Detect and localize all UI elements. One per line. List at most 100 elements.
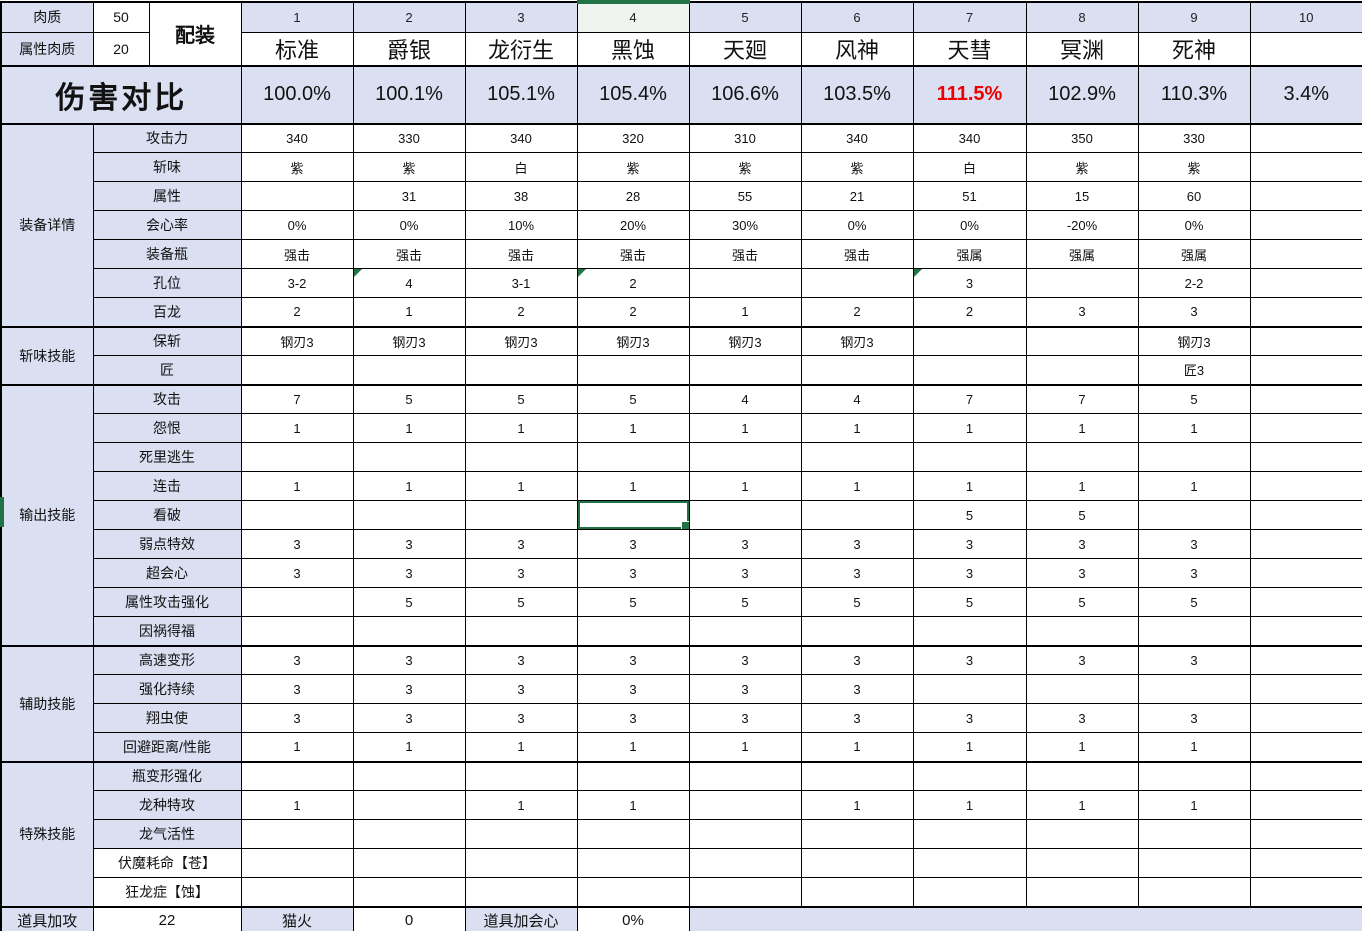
table-cell[interactable] <box>1025 616 1139 646</box>
table-cell[interactable] <box>800 268 914 298</box>
table-cell[interactable] <box>1137 500 1251 530</box>
table-cell[interactable]: 3 <box>352 558 466 588</box>
damage-value[interactable]: 110.3% <box>1137 64 1251 125</box>
table-cell[interactable]: 3 <box>352 529 466 559</box>
table-cell[interactable]: 3 <box>352 674 466 704</box>
row-label[interactable]: 伏魔耗命【苍】 <box>92 848 242 878</box>
row-label[interactable]: 翔虫使 <box>92 703 242 733</box>
table-cell[interactable]: 5 <box>1025 500 1139 530</box>
table-cell[interactable]: 320 <box>576 122 690 153</box>
table-cell[interactable] <box>240 616 354 646</box>
column-number[interactable]: 4 <box>576 0 690 33</box>
table-cell[interactable] <box>576 760 690 791</box>
table-cell[interactable] <box>688 760 802 791</box>
row-label[interactable]: 死里逃生 <box>92 442 242 472</box>
table-cell[interactable] <box>1249 442 1362 472</box>
table-cell[interactable]: 强属 <box>1025 239 1139 269</box>
table-cell[interactable]: 3 <box>800 529 914 559</box>
table-cell[interactable]: 7 <box>1025 383 1139 414</box>
table-cell[interactable]: 钢刃3 <box>800 325 914 356</box>
table-cell[interactable]: 5 <box>464 587 578 617</box>
table-cell[interactable] <box>1025 355 1139 385</box>
damage-value[interactable]: 106.6% <box>688 64 802 125</box>
table-cell[interactable]: 2 <box>240 297 354 327</box>
table-cell[interactable]: 1 <box>352 732 466 762</box>
damage-value[interactable]: 103.5% <box>800 64 914 125</box>
table-cell[interactable]: 3 <box>1137 529 1251 559</box>
table-cell[interactable]: 7 <box>240 383 354 414</box>
table-cell[interactable]: 强击 <box>688 239 802 269</box>
table-cell[interactable]: 3 <box>576 644 690 675</box>
item-crit-label[interactable]: 道具加会心 <box>464 905 578 931</box>
table-cell[interactable]: 3 <box>576 703 690 733</box>
table-cell[interactable]: 1 <box>912 413 1027 443</box>
table-cell[interactable]: 3 <box>352 703 466 733</box>
table-cell[interactable]: 3 <box>464 644 578 675</box>
table-cell[interactable]: 21 <box>800 181 914 211</box>
table-cell[interactable]: 1 <box>240 413 354 443</box>
table-cell[interactable]: 3 <box>912 703 1027 733</box>
table-cell[interactable]: 紫 <box>1025 152 1139 182</box>
loadout-header[interactable]: 配装 <box>148 1 242 66</box>
table-cell[interactable]: 1 <box>1025 732 1139 762</box>
table-cell[interactable]: 3 <box>1137 297 1251 327</box>
table-cell[interactable]: 0% <box>352 210 466 240</box>
table-cell[interactable] <box>1249 413 1362 443</box>
table-cell[interactable]: 3 <box>1025 558 1139 588</box>
table-cell[interactable]: 1 <box>688 732 802 762</box>
column-number[interactable]: 8 <box>1025 1 1139 33</box>
table-cell[interactable] <box>1137 442 1251 472</box>
table-cell[interactable]: 3 <box>1137 558 1251 588</box>
row-label[interactable]: 怨恨 <box>92 413 242 443</box>
table-cell[interactable]: 3 <box>240 558 354 588</box>
table-cell[interactable]: 38 <box>464 181 578 211</box>
table-cell[interactable]: 1 <box>912 790 1027 820</box>
table-cell[interactable] <box>1025 760 1139 791</box>
table-cell[interactable]: 钢刃3 <box>688 325 802 356</box>
table-cell[interactable]: 330 <box>1137 122 1251 153</box>
table-cell[interactable]: 5 <box>576 383 690 414</box>
table-cell[interactable]: 3 <box>1137 703 1251 733</box>
table-cell[interactable]: 1 <box>1025 790 1139 820</box>
table-cell[interactable]: 1 <box>912 732 1027 762</box>
table-cell[interactable]: 3 <box>912 558 1027 588</box>
table-cell[interactable]: 强属 <box>1137 239 1251 269</box>
elem-hitzone-label[interactable]: 属性肉质 <box>0 31 94 66</box>
table-cell[interactable] <box>1025 674 1139 704</box>
table-cell[interactable]: 1 <box>576 413 690 443</box>
table-cell[interactable]: 1 <box>1137 413 1251 443</box>
table-cell[interactable]: 340 <box>800 122 914 153</box>
table-cell[interactable]: 2 <box>576 268 690 298</box>
table-cell[interactable]: 5 <box>1137 587 1251 617</box>
row-label[interactable]: 看破 <box>92 500 242 530</box>
table-cell[interactable]: 3 <box>464 703 578 733</box>
table-cell[interactable]: 紫 <box>688 152 802 182</box>
table-cell[interactable]: 强击 <box>576 239 690 269</box>
table-cell[interactable]: 3 <box>800 558 914 588</box>
row-label[interactable]: 狂龙症【蚀】 <box>92 877 242 907</box>
table-cell[interactable]: 3 <box>464 674 578 704</box>
table-cell[interactable]: 5 <box>912 500 1027 530</box>
table-cell[interactable]: 5 <box>800 587 914 617</box>
table-cell[interactable]: 4 <box>688 383 802 414</box>
table-cell[interactable]: 3 <box>240 674 354 704</box>
row-label[interactable]: 因祸得福 <box>92 616 242 646</box>
table-cell[interactable]: 1 <box>1025 413 1139 443</box>
row-label[interactable]: 龙种特攻 <box>92 790 242 820</box>
table-cell[interactable]: 60 <box>1137 181 1251 211</box>
table-cell[interactable] <box>688 500 802 530</box>
table-cell[interactable] <box>688 268 802 298</box>
table-cell[interactable]: 3 <box>464 529 578 559</box>
table-cell[interactable] <box>352 442 466 472</box>
table-cell[interactable] <box>800 819 914 849</box>
column-number[interactable]: 6 <box>800 1 914 33</box>
row-label[interactable]: 超会心 <box>92 558 242 588</box>
table-cell[interactable] <box>800 500 914 530</box>
table-cell[interactable]: 钢刃3 <box>576 325 690 356</box>
table-cell[interactable] <box>1249 471 1362 501</box>
table-cell[interactable] <box>912 760 1027 791</box>
row-label[interactable]: 孔位 <box>92 268 242 298</box>
table-cell[interactable] <box>1025 442 1139 472</box>
column-name[interactable] <box>1249 31 1362 66</box>
table-cell[interactable] <box>352 355 466 385</box>
